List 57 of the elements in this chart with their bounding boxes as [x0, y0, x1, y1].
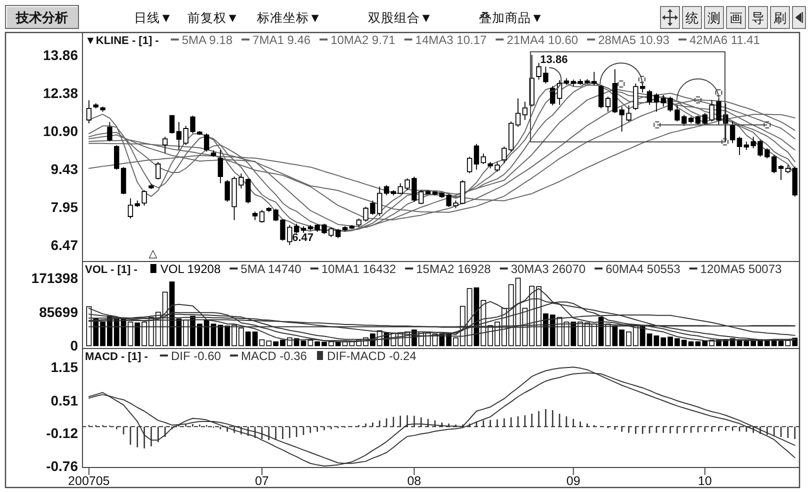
button: 画: [726, 6, 746, 29]
legend-label: 7MA1 9.46: [252, 33, 311, 47]
legend-item: 42MA6 11.41: [678, 33, 760, 47]
x-tick-label: 08: [407, 474, 422, 488]
legend-item: 14MA3 10.17: [404, 33, 487, 47]
button: 测: [704, 6, 724, 29]
annotation: 13.86: [540, 54, 568, 66]
y-tick-label: 85699: [39, 304, 78, 320]
button: 技术分析: [5, 5, 79, 29]
chart-title: MACD - [1] -: [85, 351, 148, 363]
y-tick-label: 6.47: [50, 237, 78, 254]
legend-label: DIF -0.60: [170, 349, 222, 363]
legend-item: 15MA2 16928: [405, 262, 491, 276]
legend-item: VOL 19208: [150, 262, 221, 276]
legend-item: 10MA1 16432: [310, 262, 396, 276]
x-tick-label: 200705: [68, 474, 110, 488]
legend-item: 7MA1 9.46: [242, 33, 311, 47]
legend-item: 5MA 14740: [230, 262, 302, 276]
annotation: 6.47: [292, 232, 314, 244]
text: 日线▼: [134, 11, 172, 25]
y-tick-label: -0.12: [46, 424, 78, 441]
button: 导: [748, 6, 768, 29]
text: 双股组合▼: [368, 11, 432, 25]
legend-item: 10MA2 9.71: [320, 33, 396, 47]
y-tick-label: 12.38: [42, 84, 78, 101]
button: 刷: [770, 6, 790, 29]
x-tick-label: 09: [566, 474, 580, 488]
legend-label: 5MA 14740: [240, 262, 302, 276]
text: 标准坐标▼: [256, 11, 322, 25]
legend-label: 10MA2 9.71: [330, 33, 396, 47]
y-tick-label: 10.90: [42, 123, 78, 140]
y-tick-label: 13.86: [42, 46, 78, 63]
legend-label: 5MA 9.18: [182, 33, 233, 47]
legend-item: DIF-MACD -0.24: [316, 349, 416, 363]
legend-item: DIF -0.60: [160, 349, 221, 363]
chart-title: ▼KLINE - [1] -: [85, 35, 160, 47]
chart-title: VOL - [1] -: [85, 264, 138, 276]
legend-item: MACD -0.36: [230, 349, 307, 363]
y-tick-label: 171398: [31, 270, 78, 286]
x-tick-label: 07: [254, 474, 269, 488]
y-tick-label: 1.15: [50, 359, 78, 376]
annotation: △: [148, 248, 158, 260]
y-tick-label: 0: [70, 338, 78, 354]
button: 统: [682, 6, 702, 29]
legend-item: 5MA 9.18: [170, 33, 233, 47]
y-tick-label: 9.43: [50, 160, 78, 177]
y-tick-label: 0.51: [50, 392, 78, 408]
legend-item: 60MA4 50553: [594, 262, 680, 276]
legend-item: 30MA3 26070: [500, 262, 586, 276]
y-tick-label: -0.76: [46, 458, 78, 474]
legend-item: 28MA5 10.93: [587, 33, 670, 47]
text: 前复权▼: [187, 11, 239, 25]
legend-item: 21MA4 10.60: [496, 33, 578, 47]
text: 叠加商品▼: [478, 11, 544, 25]
y-tick-label: 7.95: [50, 198, 78, 215]
x-tick-label: 10: [698, 474, 712, 488]
legend-item: 120MA5 50073: [689, 262, 782, 276]
